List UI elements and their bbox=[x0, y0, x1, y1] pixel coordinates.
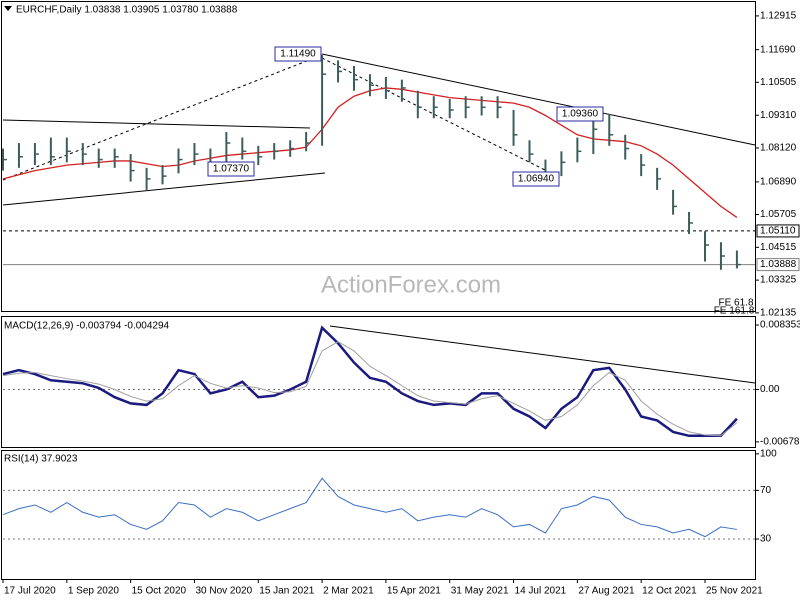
y-tick-label: 70 bbox=[760, 485, 772, 496]
annotation: 1.07370 bbox=[213, 164, 250, 175]
y-tick-label: 1.03325 bbox=[760, 275, 797, 286]
x-tick-label: 15 Apr 2021 bbox=[387, 586, 441, 597]
x-tick-label: 31 May 2021 bbox=[451, 586, 509, 597]
annotation: FE 61.8 bbox=[718, 298, 753, 309]
trendlines bbox=[2, 53, 756, 384]
macd-title: MACD(12,26,9) -0.003794 -0.004294 bbox=[4, 321, 170, 332]
x-tick-label: 2 Mar 2021 bbox=[323, 586, 374, 597]
y-tick-label: 1.02135 bbox=[760, 308, 797, 319]
price-panel bbox=[1, 1, 756, 312]
y-tick-label: 1.06890 bbox=[760, 177, 797, 188]
annotation: 1.11490 bbox=[280, 49, 316, 60]
x-tick-label: 1 Sep 2020 bbox=[68, 586, 120, 597]
annotation-box bbox=[207, 161, 255, 177]
level-label: 1.03888 bbox=[760, 259, 797, 270]
trendline bbox=[321, 53, 756, 146]
y-tick-label: 1.12915 bbox=[760, 11, 797, 22]
panels bbox=[1, 1, 756, 580]
y-tick-label: 1.04515 bbox=[760, 242, 797, 253]
x-tick-label: 25 Nov 2021 bbox=[706, 586, 763, 597]
annotation-box bbox=[274, 46, 322, 62]
level-box bbox=[756, 258, 800, 272]
x-tick-label: 14 Jul 2021 bbox=[515, 586, 567, 597]
trendline bbox=[329, 325, 756, 384]
y-tick-label: 30 bbox=[760, 534, 772, 545]
y-tick-label: 1.08120 bbox=[760, 143, 797, 154]
y-tick-label: 1.09310 bbox=[760, 110, 797, 121]
chart-title: EURCHF,Daily 1.03838 1.03905 1.03780 1.0… bbox=[16, 5, 238, 16]
macd-panel bbox=[1, 316, 756, 448]
rsi-panel bbox=[1, 450, 756, 580]
y-tick-label: 0.008353 bbox=[760, 320, 800, 331]
x-tick-label: 17 Jul 2020 bbox=[4, 586, 56, 597]
watermark: ActionForex.com bbox=[321, 271, 501, 298]
y-tick-label: 100 bbox=[760, 449, 777, 460]
annotation-box bbox=[512, 171, 560, 187]
annotation: 1.06940 bbox=[518, 174, 555, 185]
annotation: 1.09360 bbox=[562, 109, 599, 120]
level-label: 1.05110 bbox=[760, 226, 796, 237]
series-line bbox=[2, 341, 738, 437]
trendline bbox=[2, 119, 311, 129]
menu-icon bbox=[4, 6, 12, 11]
trendline bbox=[2, 172, 326, 206]
annotation-box bbox=[556, 106, 604, 122]
y-tick-label: 1.11690 bbox=[760, 44, 796, 55]
x-tick-label: 15 Jan 2021 bbox=[259, 586, 314, 597]
annotation: FE 161.8 bbox=[714, 306, 755, 317]
rsi-title: RSI(14) 37.9023 bbox=[4, 454, 78, 465]
x-tick-label: 27 Aug 2021 bbox=[578, 586, 635, 597]
y-tick-label: -0.006788 bbox=[760, 436, 800, 447]
level-box bbox=[756, 224, 800, 238]
y-tick-label: 1.05705 bbox=[760, 209, 797, 220]
series-line bbox=[2, 477, 737, 538]
y-tick-label: 0.00 bbox=[760, 384, 780, 395]
x-tick-label: 12 Oct 2021 bbox=[642, 586, 697, 597]
x-tick-label: 15 Oct 2020 bbox=[132, 586, 187, 597]
x-tick-label: 30 Nov 2020 bbox=[195, 586, 252, 597]
y-tick-label: 1.10505 bbox=[760, 77, 797, 88]
